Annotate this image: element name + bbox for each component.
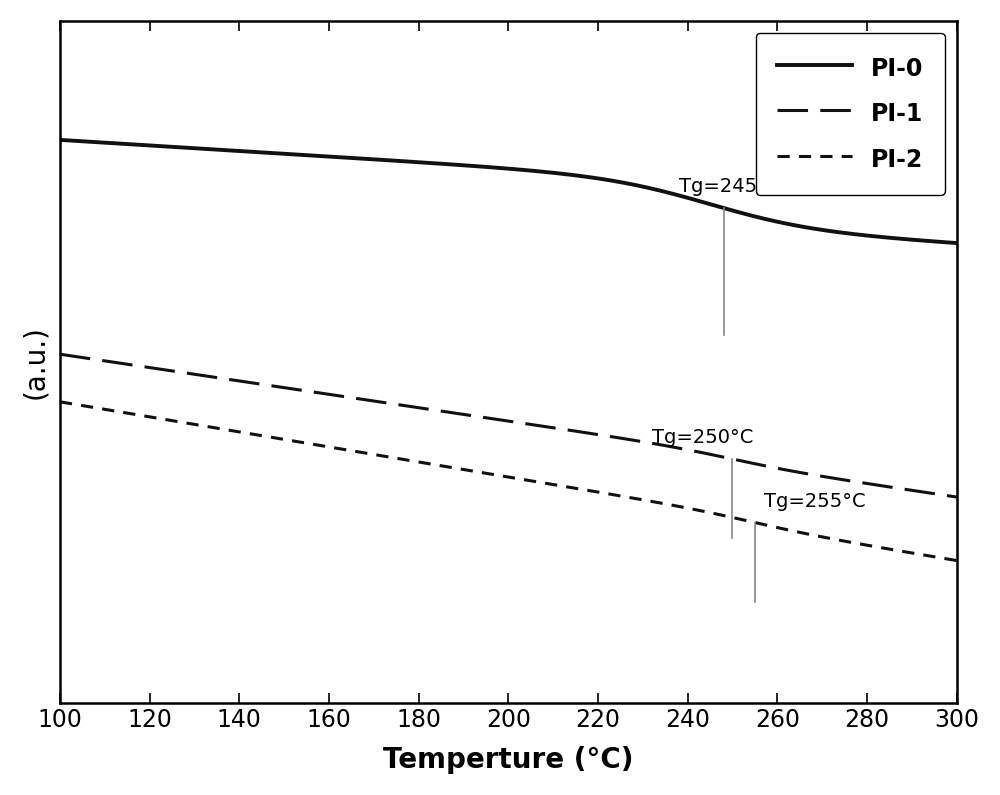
PI-1 [925, 488, 937, 498]
PI-0 [925, 236, 937, 246]
PI-2 [54, 397, 66, 406]
Text: Tg=255°C: Tg=255°C [764, 491, 865, 510]
Text: Tg=245°C: Tg=245°C [679, 177, 780, 196]
PI-2 [924, 551, 936, 560]
PI-0 [490, 163, 502, 173]
PI-2 [951, 556, 963, 565]
PI-0 [924, 236, 936, 246]
PI-1 [100, 356, 112, 366]
Line: PI-2: PI-2 [60, 401, 957, 560]
X-axis label: Temperture (°C): Temperture (°C) [383, 747, 634, 774]
PI-1 [924, 488, 936, 498]
PI-0 [760, 215, 772, 224]
PI-1 [54, 350, 66, 359]
PI-2 [925, 552, 937, 561]
PI-0 [466, 161, 478, 171]
Y-axis label: (a.u.): (a.u.) [21, 325, 49, 399]
PI-1 [466, 411, 478, 421]
Text: Tg=250°C: Tg=250°C [652, 429, 753, 447]
Legend: PI-0, PI-1, PI-2: PI-0, PI-1, PI-2 [756, 33, 945, 195]
PI-1 [760, 461, 772, 471]
PI-0 [54, 135, 66, 145]
PI-1 [951, 492, 963, 502]
PI-0 [100, 138, 112, 148]
PI-1 [490, 414, 502, 424]
PI-0 [951, 238, 963, 248]
Line: PI-1: PI-1 [60, 355, 957, 497]
PI-2 [760, 520, 772, 529]
PI-2 [490, 470, 502, 479]
PI-2 [466, 466, 478, 475]
PI-2 [100, 405, 112, 414]
Line: PI-0: PI-0 [60, 140, 957, 243]
